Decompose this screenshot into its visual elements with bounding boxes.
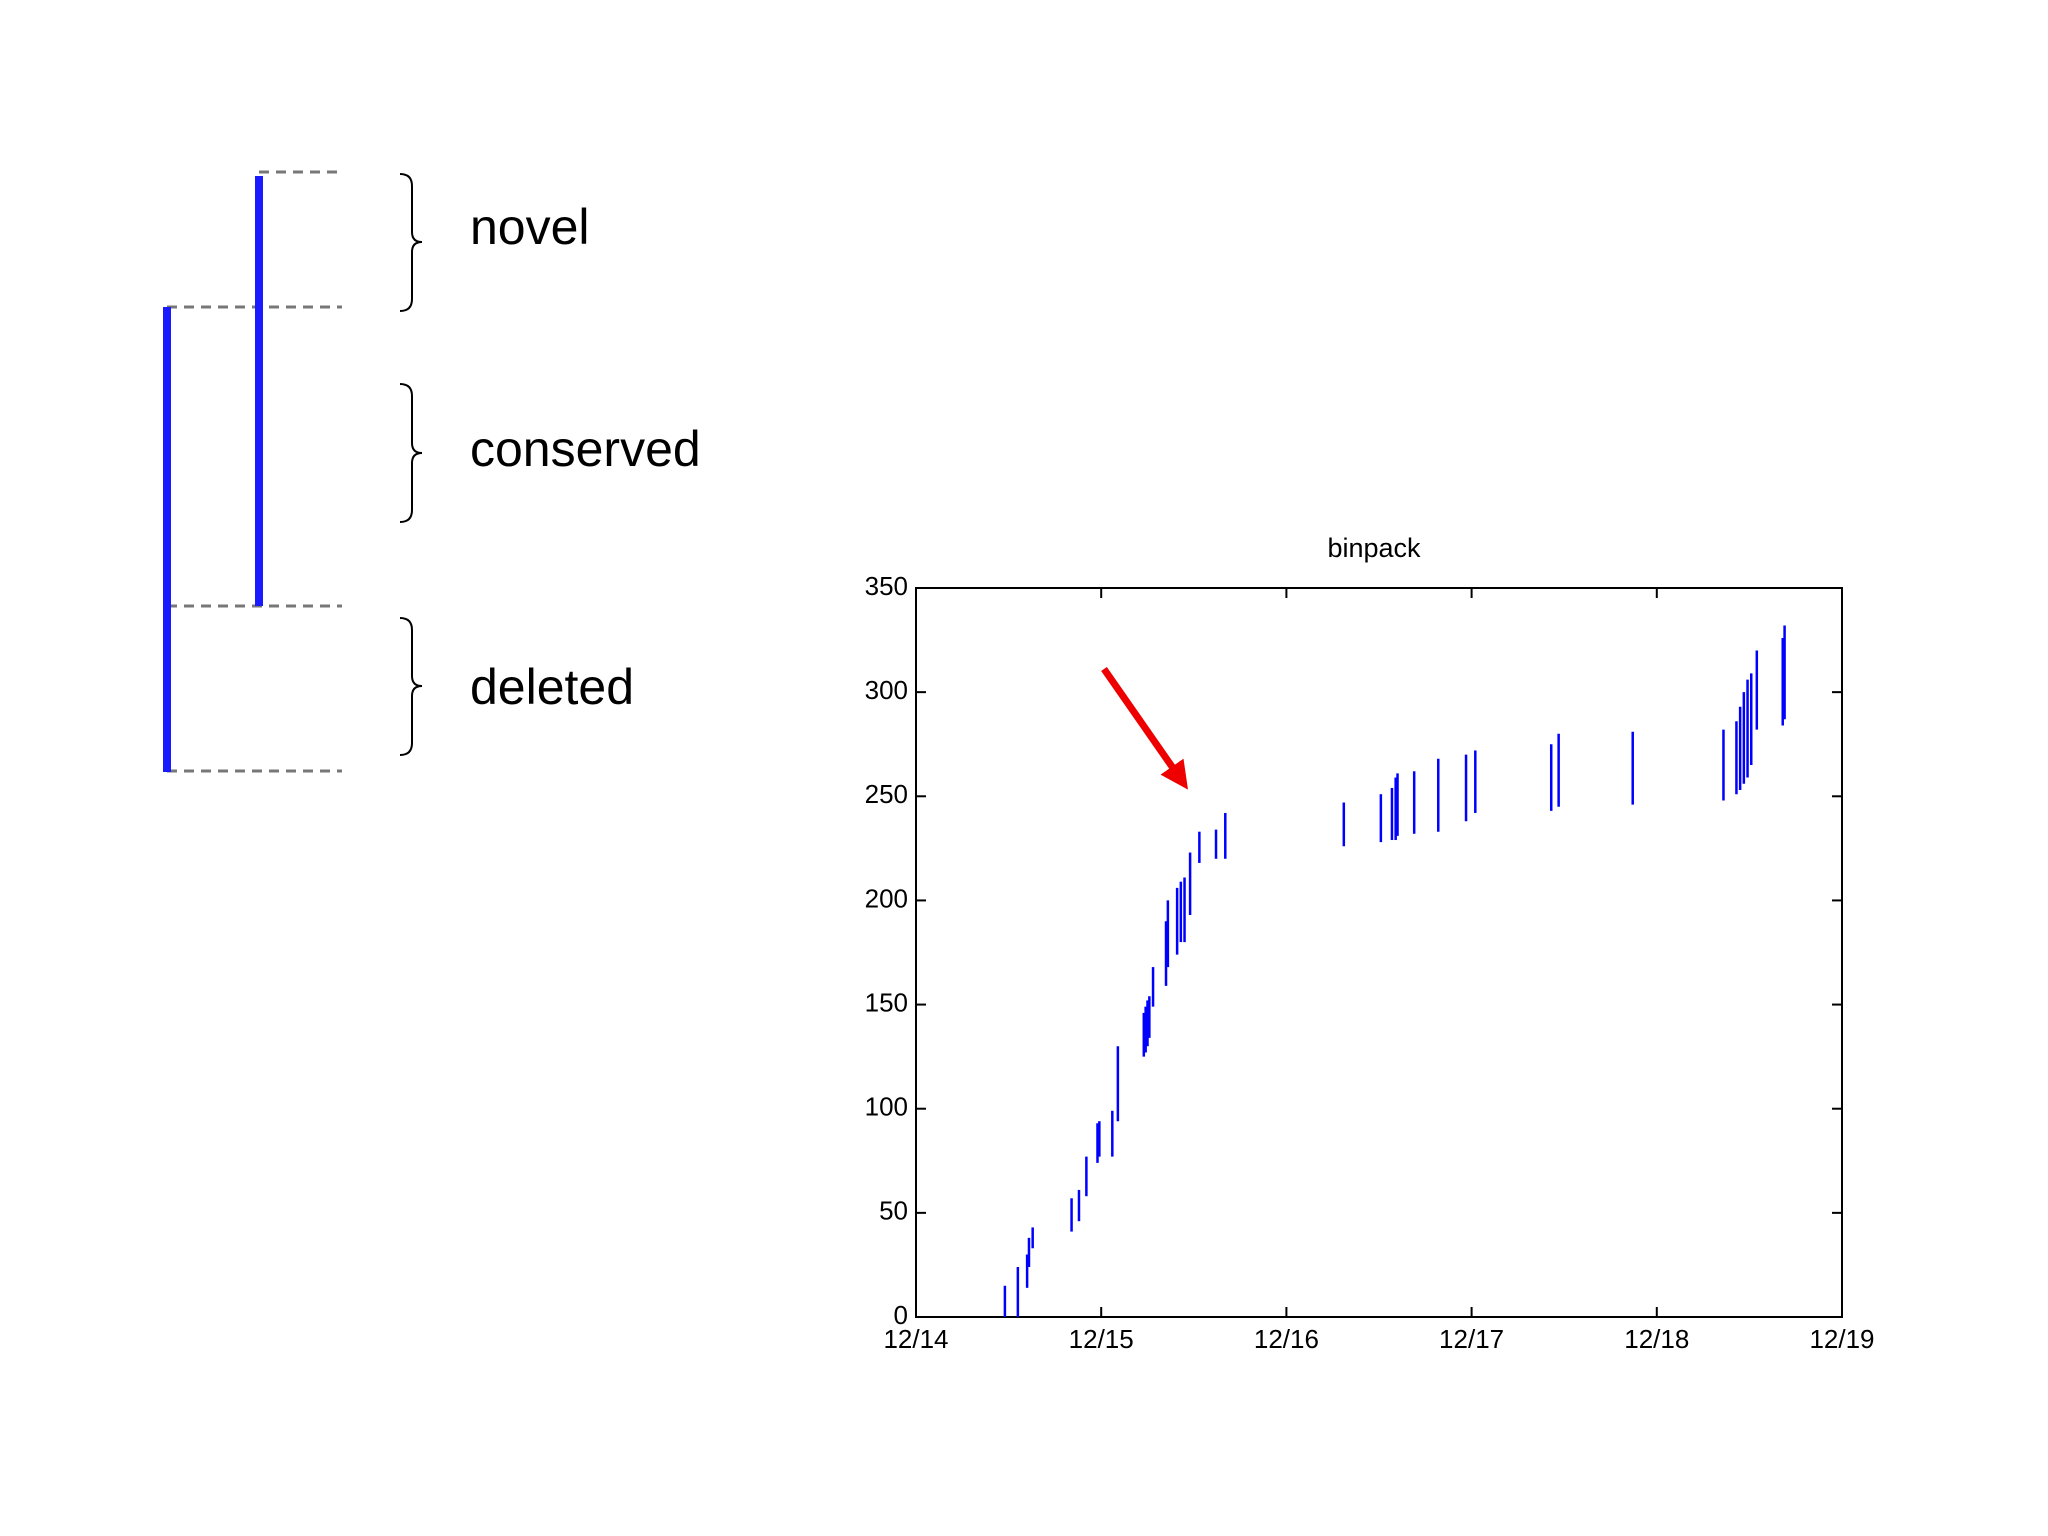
x-tick-label: 12/15 bbox=[1069, 1324, 1134, 1354]
brace bbox=[399, 383, 423, 523]
y-tick-label: 0 bbox=[894, 1300, 908, 1330]
label: conserved bbox=[470, 421, 701, 477]
label: novel bbox=[470, 199, 590, 255]
chart-title: binpack bbox=[1327, 533, 1421, 563]
label: deleted bbox=[470, 659, 634, 715]
y-tick-label: 350 bbox=[865, 571, 908, 601]
diagram: novel conserved deleted bbox=[163, 170, 701, 773]
y-tick-label: 100 bbox=[865, 1092, 908, 1122]
plot-frame bbox=[915, 587, 1843, 1318]
x-tick-label: 12/19 bbox=[1809, 1324, 1874, 1354]
y-tick-label: 200 bbox=[865, 883, 908, 913]
x-tick-label: 12/16 bbox=[1254, 1324, 1319, 1354]
x-tick-label: 12/18 bbox=[1624, 1324, 1689, 1354]
chart: binpack 0 50 100 150 200 250 300 350 12/14 12/15 1… bbox=[865, 533, 1875, 1354]
y-tick-label: 50 bbox=[879, 1196, 908, 1226]
brace bbox=[399, 173, 423, 312]
y-tick-label: 300 bbox=[865, 675, 908, 705]
y-tick-label: 150 bbox=[865, 987, 908, 1017]
brace bbox=[399, 617, 423, 756]
x-tick-label: 12/14 bbox=[883, 1324, 948, 1354]
arrow bbox=[1101, 666, 1189, 790]
x-tick-label: 12/17 bbox=[1439, 1324, 1504, 1354]
y-tick-label: 250 bbox=[865, 779, 908, 809]
